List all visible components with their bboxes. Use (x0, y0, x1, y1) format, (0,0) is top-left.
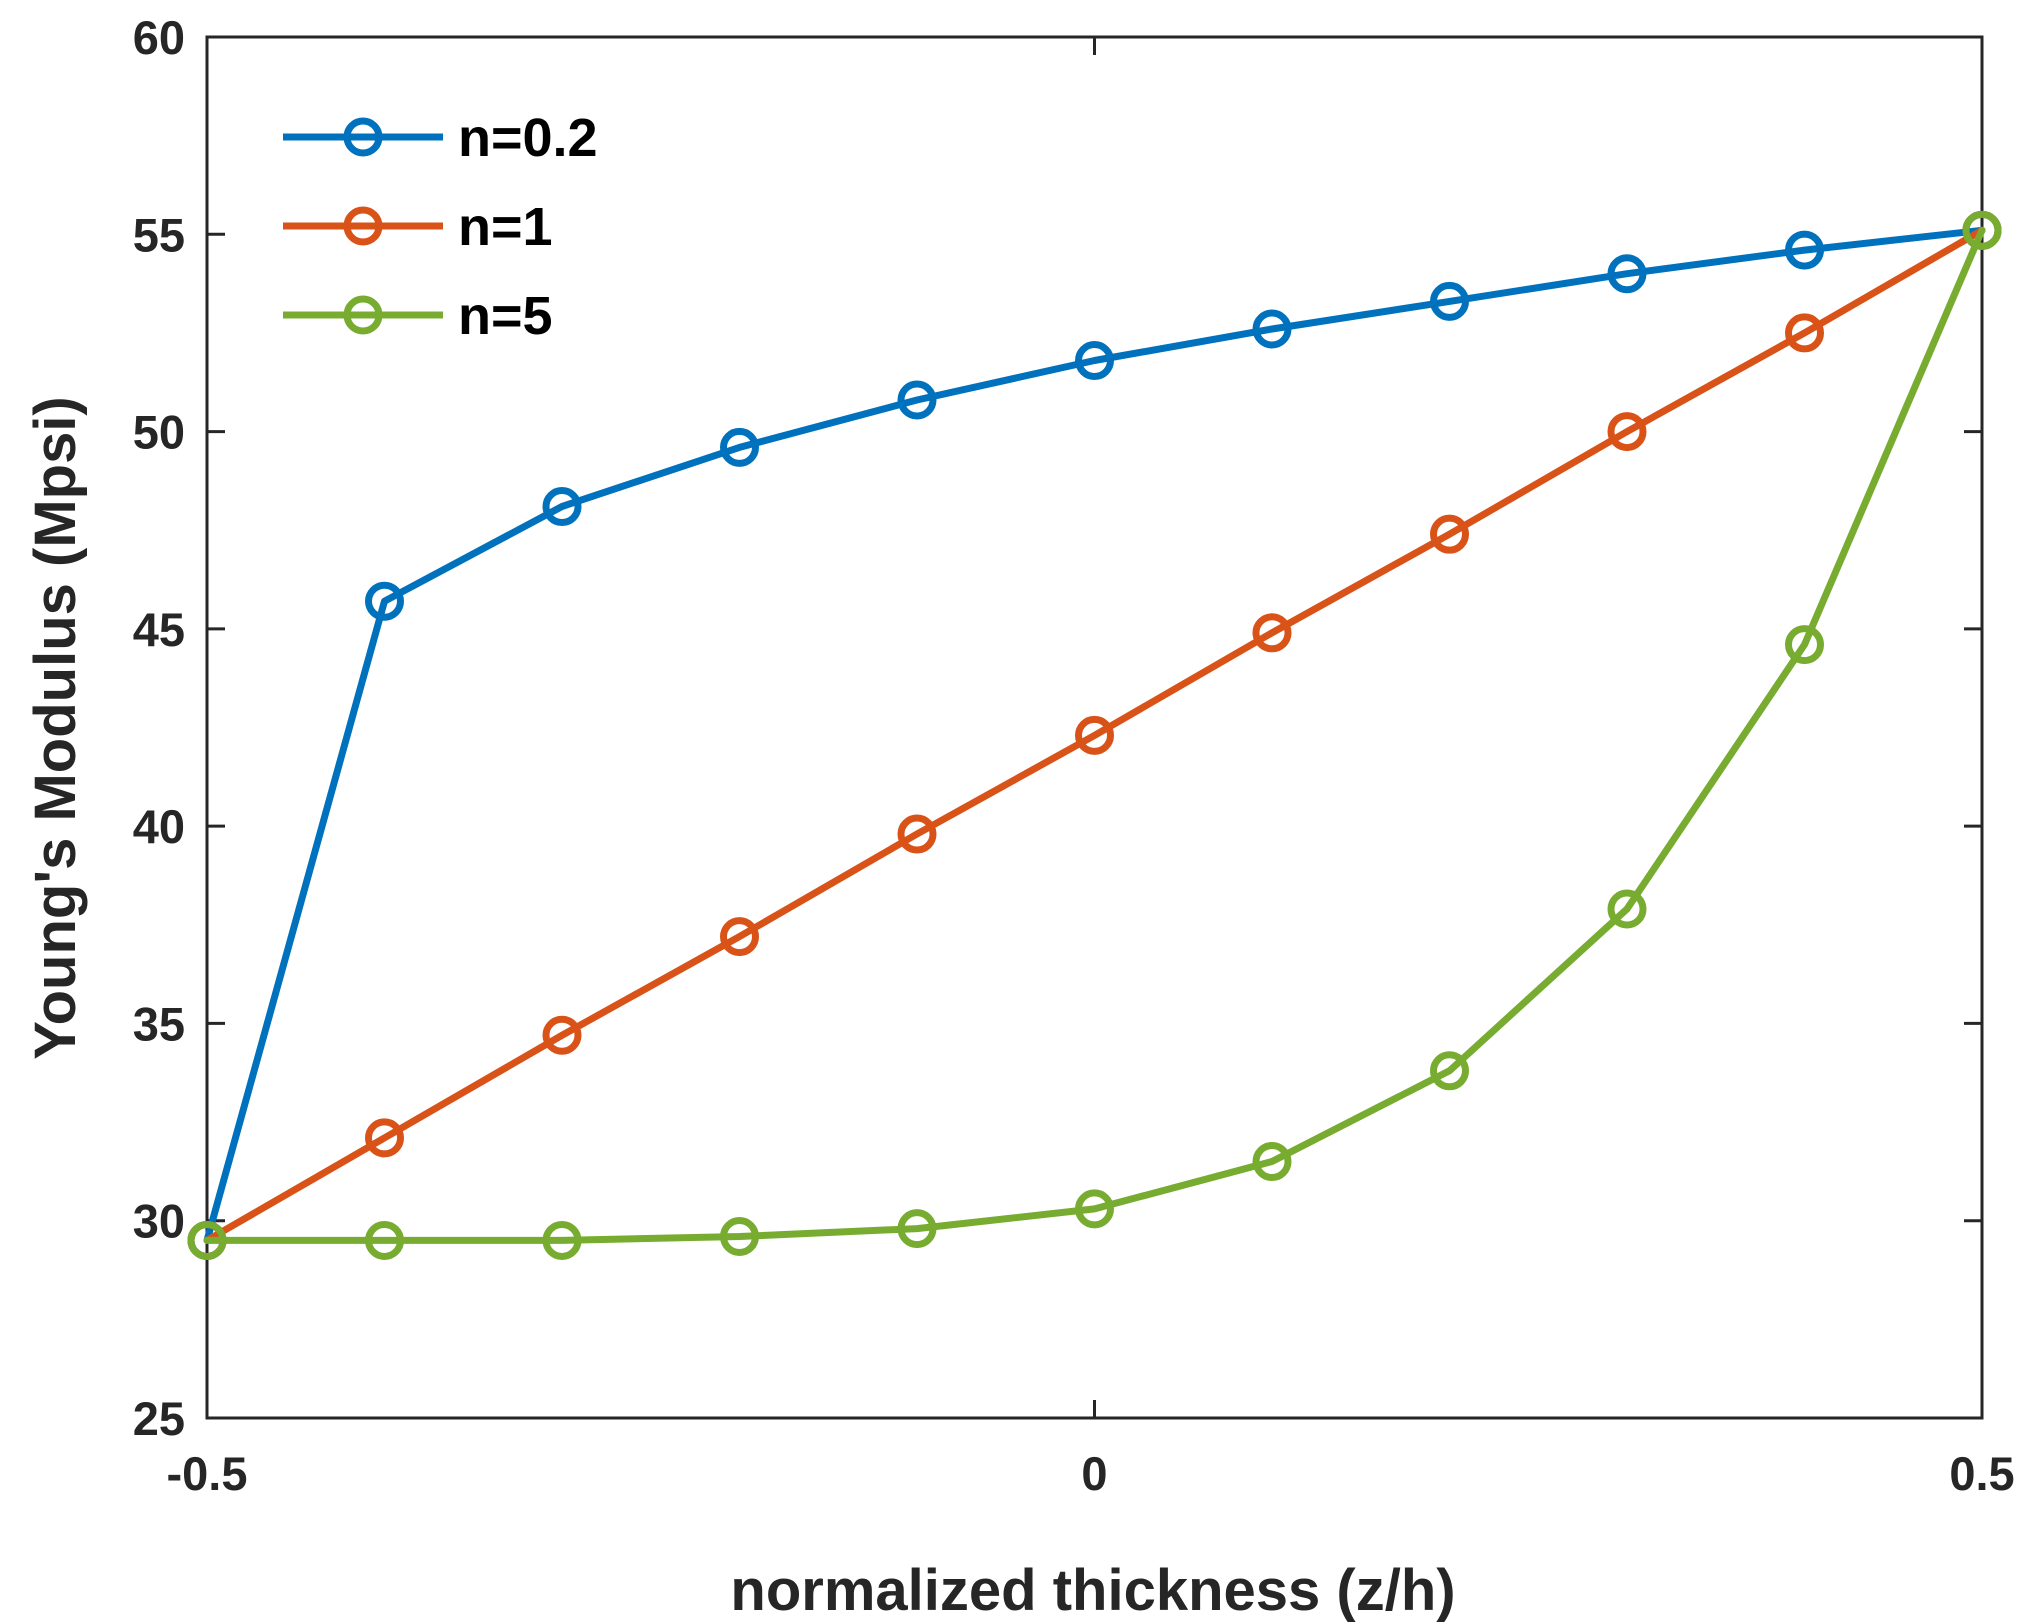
data-point (1430, 514, 1469, 554)
series-line (203, 226, 1986, 1244)
data-point (1607, 254, 1647, 294)
data-point (1430, 281, 1469, 321)
data-point (1430, 1051, 1469, 1091)
legend-label: n=0.2 (458, 108, 598, 168)
x-axis-label: normalized thickness (z/h) (730, 1558, 1455, 1623)
data-point (187, 1220, 227, 1260)
y-tick-label: 50 (133, 406, 185, 459)
data-point (1075, 715, 1114, 755)
data-point (542, 1015, 582, 1055)
data-point (365, 581, 404, 621)
x-tick-label: -0.5 (167, 1447, 248, 1500)
legend-marker (343, 206, 383, 246)
x-tick-label: 0.5 (1949, 1447, 2014, 1500)
data-point (1962, 210, 2002, 250)
y-tick-label: 40 (133, 800, 185, 853)
y-tick-label: 35 (133, 997, 185, 1050)
data-point (1252, 613, 1292, 653)
data-point (1785, 230, 1824, 270)
legend-item: n=1 (283, 197, 553, 257)
data-point (365, 1220, 404, 1260)
data-point (542, 1220, 582, 1260)
series-line (203, 226, 1986, 1244)
data-point (1252, 1142, 1292, 1182)
data-point (1607, 889, 1647, 929)
data-point (1252, 309, 1292, 349)
series-group (187, 210, 2002, 1260)
y-tick-label: 30 (133, 1195, 185, 1248)
legend: n=0.2 n=1 n=5 (283, 108, 598, 346)
y-tick-label: 60 (133, 11, 185, 64)
data-point (1075, 1189, 1114, 1229)
legend-marker (343, 117, 383, 157)
data-point (720, 1216, 759, 1256)
legend-item: n=0.2 (283, 108, 598, 168)
data-point (897, 814, 937, 854)
data-point (1785, 313, 1824, 353)
data-point (897, 1209, 937, 1249)
series-line (203, 226, 1986, 1244)
y-axis-label: Young's Modulus (Mpsi) (23, 396, 88, 1060)
data-point (1785, 625, 1824, 665)
x-tick-label: 0 (1081, 1447, 1107, 1500)
y-tick-label: 45 (133, 603, 185, 656)
legend-label: n=1 (458, 197, 553, 257)
data-point (1075, 341, 1114, 381)
legend-marker (343, 295, 383, 335)
legend-item: n=5 (283, 286, 553, 346)
data-point (365, 1118, 404, 1158)
data-point (720, 427, 759, 467)
axes: 25 30 35 40 45 50 55 60 -0.5 0 0.5 (133, 11, 2015, 1500)
series-n=0.2 (187, 210, 2002, 1260)
data-point (720, 917, 759, 957)
series-n=5 (187, 210, 2002, 1260)
y-tick-label: 55 (133, 208, 185, 261)
data-point (1607, 412, 1647, 452)
data-point (897, 380, 937, 420)
data-point (542, 487, 582, 527)
legend-label: n=5 (458, 286, 553, 346)
y-tick-label: 25 (133, 1392, 185, 1445)
